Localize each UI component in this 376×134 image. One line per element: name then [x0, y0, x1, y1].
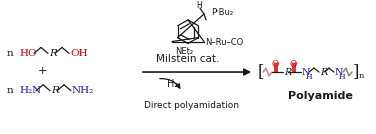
- Text: Direct polyamidation: Direct polyamidation: [144, 101, 238, 110]
- Text: N–Ru–CO: N–Ru–CO: [205, 38, 243, 47]
- Text: R: R: [284, 68, 291, 77]
- Text: OH: OH: [70, 49, 88, 58]
- Text: N: N: [335, 68, 344, 77]
- Text: O: O: [272, 60, 279, 69]
- Text: Polyamide: Polyamide: [288, 91, 352, 101]
- Text: n: n: [7, 49, 14, 58]
- Text: H: H: [339, 73, 346, 81]
- Text: N: N: [302, 68, 311, 77]
- Text: R: R: [51, 86, 59, 95]
- Text: H: H: [306, 73, 312, 81]
- Text: [: [: [258, 64, 264, 81]
- Text: Milstein cat.: Milstein cat.: [156, 54, 220, 64]
- Text: H₂N: H₂N: [19, 86, 41, 95]
- Text: H₂: H₂: [167, 79, 179, 89]
- Text: +: +: [37, 66, 47, 76]
- Text: ]: ]: [353, 64, 359, 81]
- Text: PᵗBu₂: PᵗBu₂: [211, 8, 233, 16]
- Text: R: R: [49, 49, 57, 58]
- Text: n: n: [359, 72, 364, 80]
- Text: n: n: [7, 86, 14, 95]
- Text: HO: HO: [19, 49, 36, 58]
- Text: NEt₂: NEt₂: [175, 47, 193, 56]
- Text: O: O: [290, 60, 297, 69]
- Text: H: H: [196, 1, 202, 10]
- Text: NH₂: NH₂: [72, 86, 94, 95]
- Text: R: R: [320, 68, 327, 77]
